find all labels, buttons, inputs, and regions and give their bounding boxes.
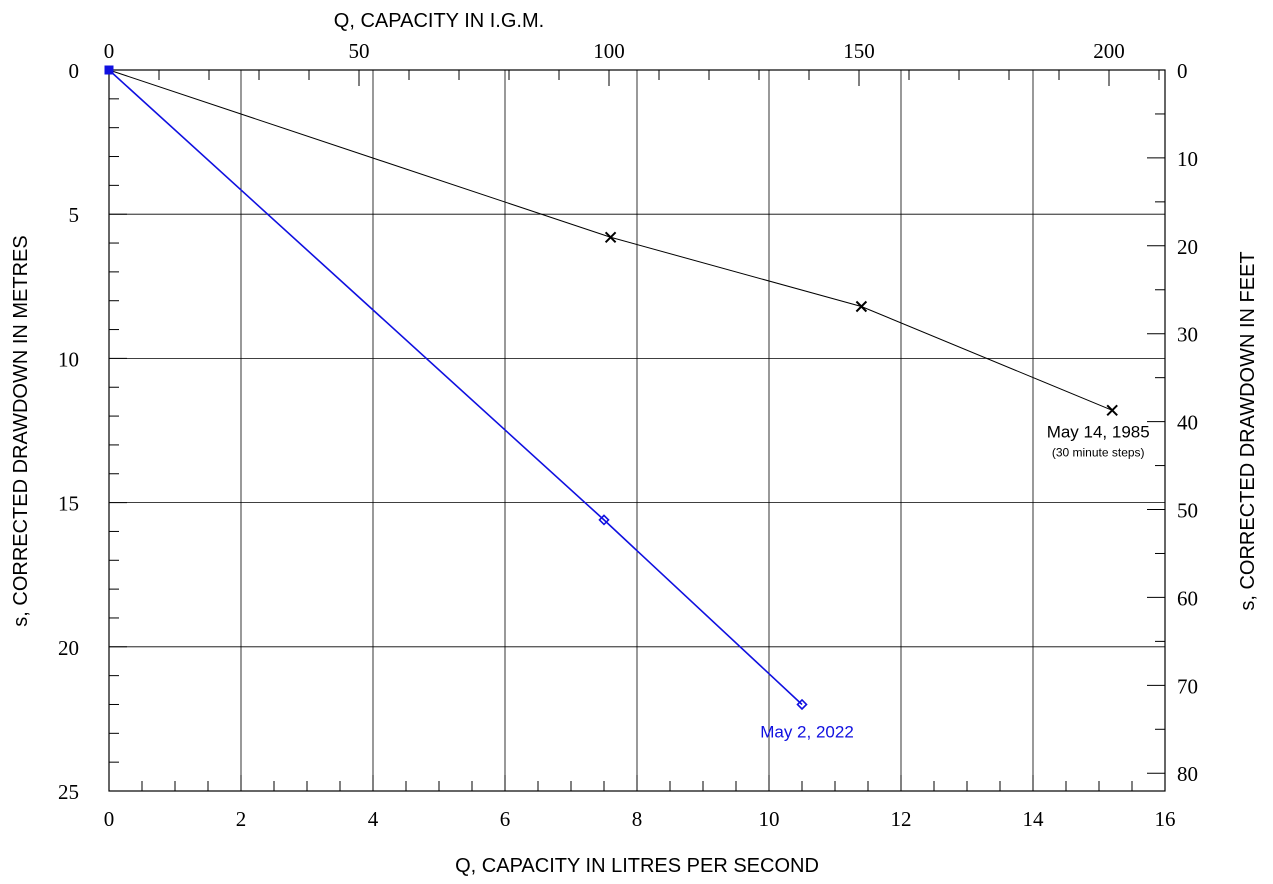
y-left-tick-label: 25 [58, 780, 79, 804]
y-left-tick-label: 20 [58, 636, 79, 660]
x-bottom-axis-title: Q, CAPACITY IN LITRES PER SECOND [455, 855, 819, 877]
y-left-tick-label: 10 [58, 347, 79, 371]
data-point [598, 514, 610, 526]
tick-labels: 0 2 4 6 8 10 12 14 16 0 50 100 150 200 0 5 10 15 20 25 0 10 20… [58, 39, 1198, 831]
data-point [604, 231, 617, 243]
series-layer [104, 65, 1118, 711]
annotation-1985: May 14, 1985 [1047, 422, 1150, 441]
series-line [108, 69, 1113, 411]
x-top-tick-label: 150 [843, 39, 875, 63]
annotation-1985-note: (30 minute steps) [1052, 445, 1145, 459]
y-right-tick-label: 70 [1177, 674, 1198, 698]
y-right-tick-label: 40 [1177, 411, 1198, 435]
x-top-tick-label: 200 [1093, 39, 1125, 63]
series-line [108, 69, 803, 706]
y-left-tick-label: 0 [69, 59, 80, 83]
series-0 [104, 65, 1118, 417]
x-top-tick-label: 50 [349, 39, 370, 63]
y-right-axis-title: s, CORRECTED DRAWDOWN IN FEET [1237, 251, 1259, 610]
x-bottom-tick-label: 6 [500, 807, 511, 831]
x-bottom-tick-label: 10 [759, 807, 780, 831]
y-right-tick-label: 30 [1177, 323, 1198, 347]
y-right-tick-label: 20 [1177, 235, 1198, 259]
data-point [796, 698, 808, 711]
x-bottom-tick-label: 2 [236, 807, 247, 831]
x-bottom-tick-label: 8 [632, 807, 643, 831]
annotations: May 14, 1985 (30 minute steps) May 2, 2022 [760, 422, 1149, 741]
series-1 [104, 65, 808, 711]
data-point [104, 65, 114, 75]
x-bottom-tick-label: 12 [891, 807, 912, 831]
x-bottom-tick-label: 0 [104, 807, 115, 831]
y-right-tick-label: 60 [1177, 586, 1198, 610]
y-left-axis-title: s, CORRECTED DRAWDOWN IN METRES [10, 235, 32, 626]
data-point [1106, 404, 1118, 417]
y-left-tick-label: 5 [69, 203, 80, 227]
y-right-tick-label: 50 [1177, 499, 1198, 523]
data-point [855, 300, 868, 313]
plot-frame [108, 69, 1166, 792]
x-top-axis-title: Q, CAPACITY IN I.G.M. [334, 10, 544, 32]
x-bottom-tick-label: 16 [1155, 807, 1176, 831]
y-right-tick-label: 0 [1177, 59, 1188, 83]
grid [109, 70, 1165, 791]
x-bottom-tick-label: 4 [368, 807, 379, 831]
y-right-tick-label: 80 [1177, 762, 1198, 786]
y-left-tick-label: 15 [58, 492, 79, 516]
annotation-2022: May 2, 2022 [760, 722, 854, 741]
x-top-tick-label: 0 [104, 39, 115, 63]
x-bottom-tick-label: 14 [1023, 807, 1045, 831]
y-right-tick-label: 10 [1177, 147, 1198, 171]
x-top-tick-label: 100 [593, 39, 625, 63]
